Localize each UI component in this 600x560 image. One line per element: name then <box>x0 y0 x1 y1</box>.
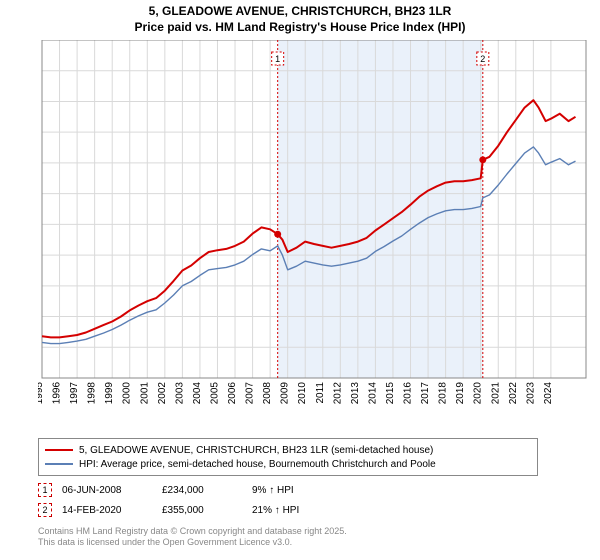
x-tick-label: 2007 <box>245 382 256 405</box>
x-tick-label: 1997 <box>69 382 80 405</box>
x-tick-label: 2016 <box>403 382 414 405</box>
x-tick-label: 2023 <box>525 382 536 405</box>
x-tick-label: 1996 <box>52 382 63 405</box>
x-tick-label: 2021 <box>490 382 501 405</box>
sale-pct: 9% ↑ HPI <box>252 485 342 496</box>
legend-swatch <box>45 449 73 451</box>
x-tick-label: 2004 <box>192 382 203 405</box>
x-tick-label: 2020 <box>473 382 484 405</box>
sale-date: 06-JUN-2008 <box>62 485 152 496</box>
x-tick-label: 2024 <box>543 382 554 405</box>
x-tick-label: 2002 <box>157 382 168 405</box>
title-line-2: Price paid vs. HM Land Registry's House … <box>0 20 600 36</box>
sale-marker-box: 1 <box>38 483 52 497</box>
footer-line-2: This data is licensed under the Open Gov… <box>38 537 347 548</box>
x-tick-label: 2000 <box>122 382 133 405</box>
legend-row: 5, GLEADOWE AVENUE, CHRISTCHURCH, BH23 1… <box>45 443 531 457</box>
x-tick-label: 2015 <box>385 382 396 405</box>
x-tick-label: 2011 <box>315 382 326 404</box>
sale-row: 1 06-JUN-2008 £234,000 9% ↑ HPI <box>38 480 578 500</box>
sale-date: 14-FEB-2020 <box>62 505 152 516</box>
x-tick-label: 1998 <box>87 382 98 405</box>
legend-label: HPI: Average price, semi-detached house,… <box>79 459 436 470</box>
chart-svg: £0£50K£100K£150K£200K£250K£300K£350K£400… <box>38 40 588 415</box>
legend: 5, GLEADOWE AVENUE, CHRISTCHURCH, BH23 1… <box>38 438 538 476</box>
x-tick-label: 2010 <box>297 382 308 405</box>
legend-label: 5, GLEADOWE AVENUE, CHRISTCHURCH, BH23 1… <box>79 445 433 456</box>
x-tick-label: 1995 <box>38 382 45 405</box>
x-tick-label: 2012 <box>332 382 343 405</box>
sale-row: 2 14-FEB-2020 £355,000 21% ↑ HPI <box>38 500 578 520</box>
sale-price: £234,000 <box>162 485 242 496</box>
x-tick-label: 2001 <box>139 382 150 405</box>
x-tick-label: 2005 <box>209 382 220 405</box>
x-tick-label: 2013 <box>350 382 361 405</box>
x-tick-label: 2003 <box>174 382 185 405</box>
x-tick-label: 2019 <box>455 382 466 405</box>
x-tick-label: 2018 <box>438 382 449 405</box>
footer-line-1: Contains HM Land Registry data © Crown c… <box>38 526 347 537</box>
sales-table: 1 06-JUN-2008 £234,000 9% ↑ HPI 2 14-FEB-2020… <box>38 480 578 520</box>
sale-marker-box: 2 <box>38 503 52 517</box>
sale-price: £355,000 <box>162 505 242 516</box>
x-tick-label: 2014 <box>367 382 378 405</box>
sale-marker-1: 1 <box>275 54 280 64</box>
sale-marker-2: 2 <box>480 54 485 64</box>
footer-attribution: Contains HM Land Registry data © Crown c… <box>38 526 347 548</box>
x-tick-label: 2008 <box>262 382 273 405</box>
x-tick-label: 2006 <box>227 382 238 405</box>
x-tick-label: 1999 <box>104 382 115 405</box>
chart-title: 5, GLEADOWE AVENUE, CHRISTCHURCH, BH23 1… <box>0 0 600 35</box>
chart-area: £0£50K£100K£150K£200K£250K£300K£350K£400… <box>38 40 588 415</box>
sale-pct: 21% ↑ HPI <box>252 505 342 516</box>
x-tick-label: 2017 <box>420 382 431 405</box>
title-line-1: 5, GLEADOWE AVENUE, CHRISTCHURCH, BH23 1… <box>0 4 600 20</box>
x-tick-label: 2022 <box>508 382 519 405</box>
legend-swatch <box>45 463 73 464</box>
x-tick-label: 2009 <box>280 382 291 405</box>
legend-row: HPI: Average price, semi-detached house,… <box>45 457 531 471</box>
